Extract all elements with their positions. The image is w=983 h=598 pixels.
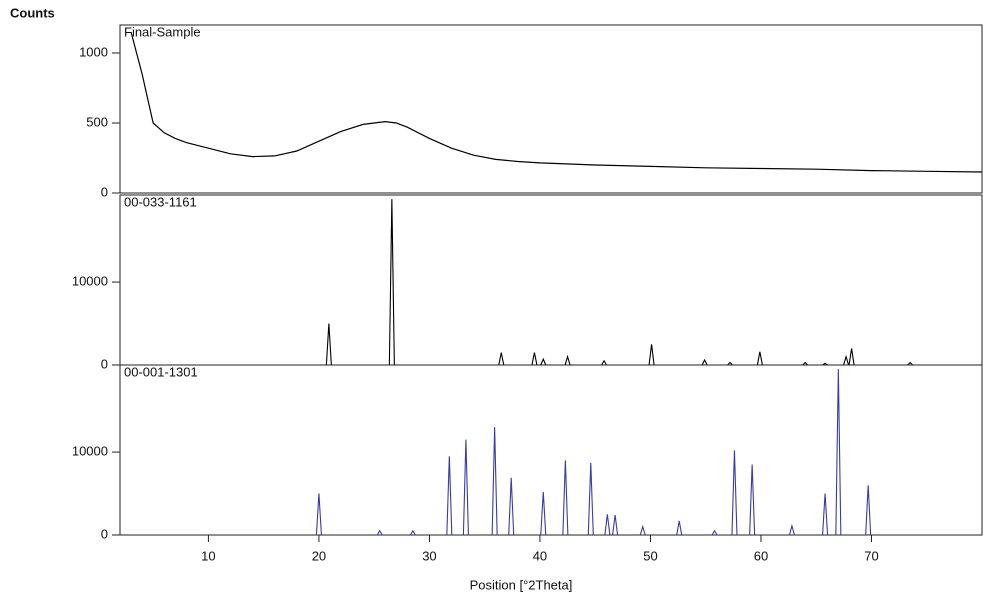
peak [540,357,547,366]
y-tick-label: 0 [101,356,108,371]
peak [491,427,498,536]
peak [639,524,646,536]
peak [843,354,850,366]
y-tick-label: 0 [101,526,108,541]
peak [409,529,416,536]
x-tick-label: 60 [754,548,768,563]
panel-frame [119,194,983,366]
x-tick-label: 70 [864,548,878,563]
peak [802,361,809,366]
peak [604,514,611,536]
x-tick-label: 10 [201,548,215,563]
peak [788,523,795,536]
peak [540,491,547,536]
peak [756,351,763,366]
peak [601,359,608,366]
x-tick-label: 40 [533,548,547,563]
y-tick-label: 1000 [79,44,108,59]
panel-frame [119,24,983,194]
peak [562,460,569,536]
x-tick-label: 30 [422,548,436,563]
peak [388,199,395,366]
peak [676,520,683,536]
peak [848,348,855,366]
peak [727,361,733,366]
peak [325,323,332,366]
y-tick-label: 10000 [72,274,108,289]
panel-title: 00-001-1301 [124,364,198,379]
peak [531,352,538,366]
peak [711,529,718,536]
peak [701,358,708,366]
x-axis-title: Position [°2Theta] [470,577,573,592]
peak [315,493,322,536]
peak [508,477,515,536]
peak [462,439,469,536]
peak [648,344,655,366]
peak [564,354,571,366]
peak [822,362,828,366]
y-axis-title: Counts [10,5,55,20]
y-tick-label: 500 [86,114,108,129]
peak [822,493,829,536]
peak [731,450,738,536]
y-tick-label: 0 [101,184,108,199]
x-tick-label: 50 [643,548,657,563]
y-tick-label: 10000 [72,444,108,459]
peak [907,361,914,366]
panel-frame [119,364,983,536]
pattern-line [130,31,983,173]
panel-title: 00-033-1161 [124,194,197,209]
peak [587,462,594,536]
peak [446,456,453,536]
peak [835,369,842,536]
peak [498,352,505,366]
panel-title: Final-Sample [124,24,201,39]
peak [612,515,619,536]
peak [376,529,383,536]
x-tick-label: 20 [312,548,326,563]
peak [749,464,756,536]
peak [865,485,872,536]
